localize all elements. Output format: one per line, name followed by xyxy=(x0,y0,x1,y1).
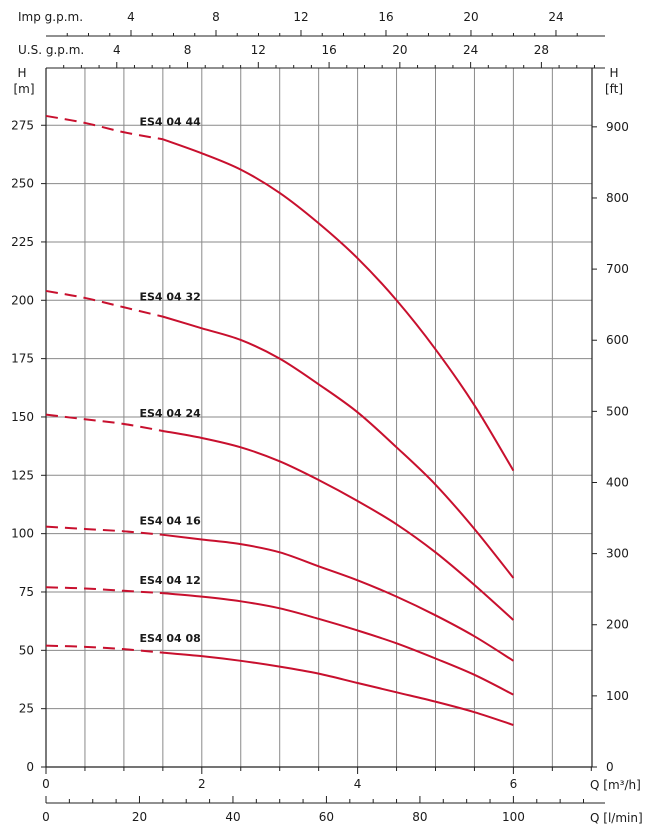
y-tick-left: 200 xyxy=(11,293,34,307)
x-tick-lmin: 80 xyxy=(412,810,427,824)
y-tick-left: 75 xyxy=(19,585,34,599)
y-tick-left: 275 xyxy=(11,118,34,132)
curve-label: ES4 04 16 xyxy=(139,514,201,527)
curve-dashed-es4-04-12 xyxy=(45,586,163,595)
x-tick-lmin: 20 xyxy=(132,810,147,824)
curve-dashed-es4-04-08 xyxy=(45,644,163,654)
x-tick-lmin: 0 xyxy=(42,810,50,824)
curve-es4-04-12 xyxy=(162,592,514,696)
x-tick-lmin: 100 xyxy=(502,810,525,824)
top-tick-imp: 12 xyxy=(293,10,308,24)
curve-es4-04-16 xyxy=(162,533,514,662)
y-tick-left: 100 xyxy=(11,527,34,541)
top-tick-us: 28 xyxy=(534,43,549,57)
axes-frame xyxy=(45,35,605,804)
curve-es4-04-32 xyxy=(162,315,515,579)
y-tick-right: 300 xyxy=(606,547,629,561)
top-tick-imp: 20 xyxy=(463,10,478,24)
curve-label: ES4 04 32 xyxy=(139,290,200,303)
curve-label: ES4 04 08 xyxy=(139,632,200,645)
y-axis-right-label-unit: [ft] xyxy=(605,82,623,96)
tick-labels: 0255075100125150175200225250275010020030… xyxy=(11,10,629,824)
x-tick-lmin: 60 xyxy=(319,810,334,824)
y-axis-left-label-unit: [m] xyxy=(13,82,34,96)
y-tick-right: 800 xyxy=(606,191,629,205)
y-tick-right: 0 xyxy=(606,760,614,774)
curve-es4-04-44 xyxy=(162,138,515,472)
x-tick-m3h: 6 xyxy=(510,777,518,791)
curve-es4-04-08 xyxy=(162,651,514,726)
y-axis-right-label-h: H xyxy=(609,66,618,80)
x-tick-m3h: 4 xyxy=(354,777,362,791)
x-tick-m3h: 2 xyxy=(198,777,206,791)
y-tick-right: 900 xyxy=(606,120,629,134)
y-tick-right: 400 xyxy=(606,475,629,489)
curve-es4-04-24 xyxy=(162,429,515,621)
top-tick-imp: 4 xyxy=(127,10,135,24)
curve-label: ES4 04 12 xyxy=(139,574,200,587)
y-tick-right: 700 xyxy=(606,262,629,276)
top-tick-us: 20 xyxy=(392,43,407,57)
top-tick-us: 8 xyxy=(184,43,192,57)
y-tick-left: 0 xyxy=(26,760,34,774)
y-tick-right: 200 xyxy=(606,618,629,632)
curve-dashed-es4-04-24 xyxy=(45,413,164,432)
curve-dashed-es4-04-16 xyxy=(45,525,163,536)
curve-label: ES4 04 44 xyxy=(139,115,201,128)
x-axis-m3h-label: Q [m³/h] xyxy=(590,778,641,792)
x-tick-m3h: 0 xyxy=(42,777,50,791)
curve-label: ES4 04 24 xyxy=(139,407,201,420)
x-tick-lmin: 40 xyxy=(225,810,240,824)
curve-labels: ES4 04 44 ES4 04 32 ES4 04 24 ES4 04 16 ES4 … xyxy=(139,115,201,645)
y-tick-right: 100 xyxy=(606,689,629,703)
y-tick-left: 50 xyxy=(19,643,34,657)
y-tick-left: 225 xyxy=(11,235,34,249)
curve-dashed-es4-04-32 xyxy=(45,289,164,318)
curve-dashed-es4-04-44 xyxy=(45,114,164,141)
top-tick-us: 24 xyxy=(463,43,478,57)
y-tick-right: 600 xyxy=(606,333,629,347)
x-axis-lmin-label: Q [l/min] xyxy=(590,811,643,825)
y-tick-left: 125 xyxy=(11,468,34,482)
top-tick-imp: 16 xyxy=(378,10,393,24)
top-tick-us: 16 xyxy=(321,43,336,57)
top-axis-imp-label: Imp g.p.m. xyxy=(18,10,83,24)
y-tick-left: 250 xyxy=(11,177,34,191)
y-tick-right: 500 xyxy=(606,404,629,418)
grid xyxy=(46,68,592,768)
top-tick-us: 4 xyxy=(113,43,121,57)
top-tick-us: 12 xyxy=(251,43,266,57)
y-tick-left: 175 xyxy=(11,352,34,366)
y-tick-left: 25 xyxy=(19,702,34,716)
y-tick-left: 150 xyxy=(11,410,34,424)
top-axis-us-label: U.S. g.p.m. xyxy=(18,43,84,57)
performance-curves xyxy=(45,114,515,726)
top-tick-imp: 24 xyxy=(548,10,563,24)
top-tick-imp: 8 xyxy=(212,10,220,24)
y-axis-left-label-h: H xyxy=(17,66,26,80)
